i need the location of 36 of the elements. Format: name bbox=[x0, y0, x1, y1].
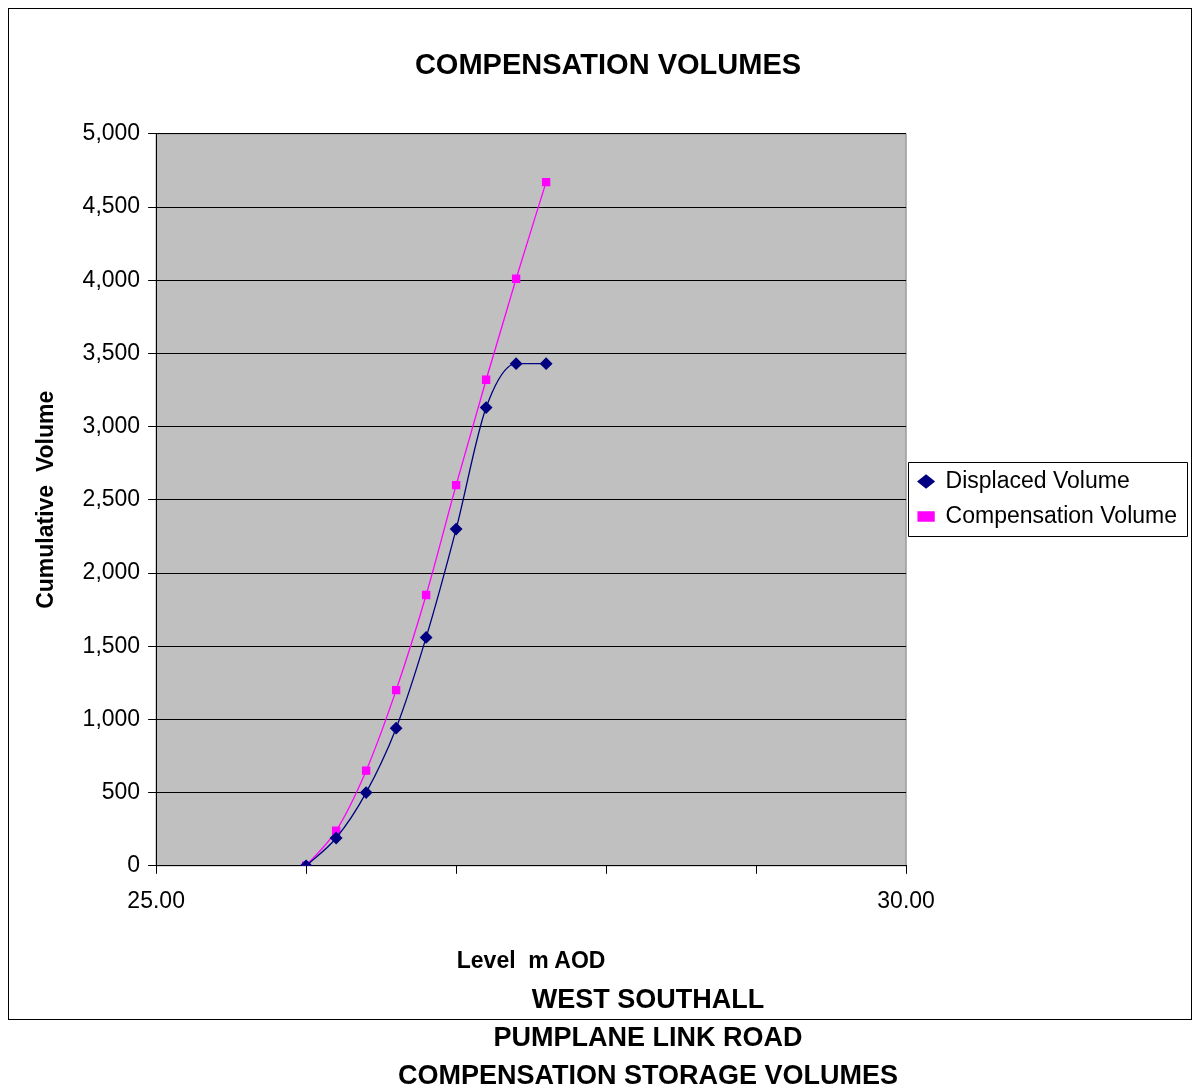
y-tick-label: 0 bbox=[127, 851, 141, 878]
x-tick-label: 30.00 bbox=[877, 886, 935, 913]
y-tick-label: 4,500 bbox=[82, 192, 141, 219]
y-axis-title: Cumulative Volume bbox=[32, 390, 59, 609]
y-tick-label: 1,000 bbox=[82, 704, 141, 731]
y-tick-label: 500 bbox=[101, 777, 141, 804]
chart-title: COMPENSATION VOLUMES bbox=[414, 48, 802, 81]
point bbox=[329, 831, 343, 845]
y-tick-label: 4,000 bbox=[82, 265, 141, 292]
point bbox=[361, 766, 371, 775]
x-tick-label: 25.00 bbox=[127, 886, 185, 913]
y-tick-label: 1,500 bbox=[82, 631, 141, 658]
point bbox=[509, 357, 523, 370]
point bbox=[359, 786, 373, 799]
point bbox=[449, 522, 463, 536]
point bbox=[389, 722, 403, 735]
text: WEST SOUTHALL bbox=[530, 983, 766, 1016]
legend-label: Displaced Volume bbox=[945, 466, 1130, 493]
point bbox=[541, 177, 551, 187]
y-tick-label: 2,000 bbox=[82, 558, 141, 585]
point bbox=[479, 401, 493, 414]
text: COMPENSATION STORAGE VOLUMES bbox=[396, 1059, 899, 1091]
point bbox=[419, 631, 433, 644]
point bbox=[391, 685, 401, 695]
y-tick-label: 3,000 bbox=[82, 411, 141, 438]
x-axis-title: Level m AOD bbox=[456, 946, 606, 973]
point bbox=[511, 274, 521, 283]
point bbox=[539, 357, 553, 370]
y-tick-label: 3,500 bbox=[82, 338, 141, 365]
point bbox=[481, 375, 491, 384]
legend-label: Compensation Volume bbox=[945, 501, 1178, 528]
text: PUMPLANE LINK ROAD bbox=[492, 1021, 804, 1054]
point bbox=[421, 590, 431, 600]
point bbox=[451, 480, 461, 490]
y-tick-label: 2,500 bbox=[82, 485, 141, 512]
y-tick-label: 5,000 bbox=[82, 119, 141, 146]
